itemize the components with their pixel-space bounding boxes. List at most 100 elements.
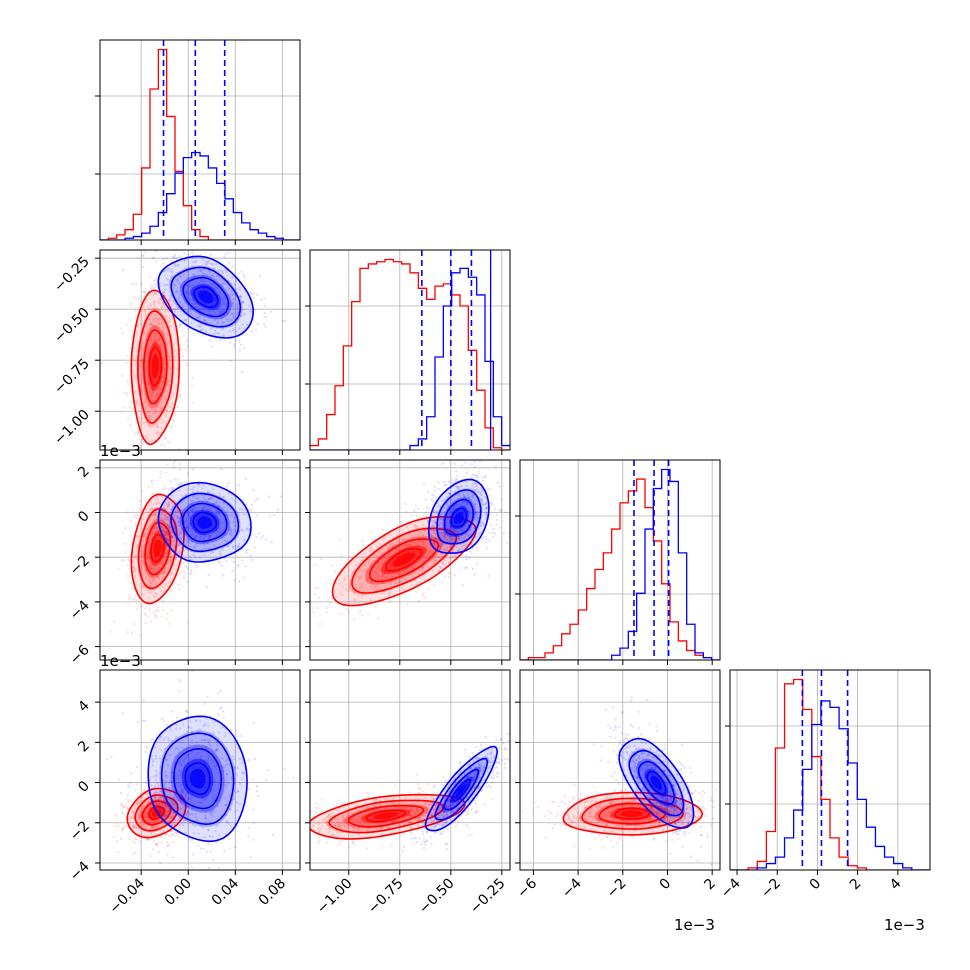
xtick-label-p1: −0.75 <box>365 876 407 918</box>
contour-red-p0-p3 <box>126 787 187 839</box>
contour-blue-p0-p1 <box>193 286 219 309</box>
ytick-label-p2: −6 <box>67 642 93 668</box>
contour-red-p1-p3 <box>310 793 466 840</box>
contour-blue-p2-p3 <box>628 749 685 817</box>
density-red-p0-p1 <box>151 354 160 379</box>
xtick-label-p2: −2 <box>604 876 630 902</box>
histogram-red-p2 <box>520 478 720 660</box>
histogram-blue-p2 <box>520 468 720 660</box>
contour-red-p0-p1 <box>142 329 168 405</box>
contour-blue-p0-p2 <box>170 492 240 553</box>
density-blue-p0-p3 <box>189 768 206 789</box>
contour-blue-p0-p1 <box>182 276 230 318</box>
xtick-label-p2: 0 <box>657 876 675 894</box>
contour-blue-p2-p3 <box>618 737 695 829</box>
ytick-label-p2: −2 <box>67 553 93 579</box>
ytick-label-p3: 0 <box>75 778 93 796</box>
contour-red-p0-p1 <box>148 346 163 387</box>
contour-blue-p0-p1 <box>170 266 242 328</box>
contour-red-p1-p3 <box>328 799 445 834</box>
panel-frame-11 <box>309 249 511 451</box>
panel-frame-00 <box>99 39 301 241</box>
contour-blue-p1-p3 <box>434 757 489 821</box>
contour-red-p1-p2 <box>331 516 477 607</box>
panel-p2-p3 <box>521 696 718 866</box>
contour-red-p0-p1 <box>137 310 174 424</box>
panel-frame-32 <box>519 669 721 871</box>
xtick-label-p3: −2 <box>758 876 784 902</box>
contour-blue-p0-p2 <box>157 481 252 563</box>
panel-p0-p3 <box>106 670 295 870</box>
ytick-label-p2: 0 <box>75 508 93 526</box>
histogram-blue-p1 <box>310 267 510 450</box>
contour-blue-p2-p3 <box>637 760 675 806</box>
contour-blue-p1-p3 <box>443 768 480 811</box>
offset-label-x-col3: 1e−3 <box>884 916 925 934</box>
xtick-label-p0: −0.04 <box>106 875 148 917</box>
panel-frame-10 <box>99 249 301 451</box>
contour-red-p2-p3 <box>598 802 667 825</box>
contour-blue-p1-p3 <box>451 778 471 802</box>
grid-11 <box>310 250 510 450</box>
ytick-label-p3: 4 <box>75 698 93 716</box>
density-blue-p2-p3 <box>650 775 663 790</box>
offset-label-y-row2: 1e−3 <box>100 652 141 670</box>
ytick-label-p1: −0.50 <box>51 305 93 347</box>
histogram-p3 <box>730 670 930 870</box>
panel-p0-p2 <box>109 460 282 637</box>
xtick-label-p3: 4 <box>887 875 905 893</box>
histogram-p0 <box>100 40 300 240</box>
contour-red-p1-p3 <box>365 809 407 823</box>
panel-frame-30 <box>99 669 301 871</box>
contour-red-p2-p3 <box>613 807 651 820</box>
panel-p1-p2 <box>311 460 510 626</box>
xtick-label-p0: 0.04 <box>209 875 242 908</box>
contour-red-p1-p2 <box>368 538 440 583</box>
density-red-p0-p2 <box>153 539 162 558</box>
grid-22 <box>520 460 720 660</box>
offset-label-x-col2: 1e−3 <box>674 916 715 934</box>
contour-blue-p1-p2 <box>450 507 468 528</box>
panel-frame-31 <box>309 669 511 871</box>
contour-blue-p0-p1 <box>157 255 255 339</box>
contour-blue-p1-p2 <box>427 478 490 554</box>
xtick-label-p2: −6 <box>514 875 540 901</box>
ytick-label-p1: −0.25 <box>51 254 93 296</box>
offset-label-y-row1: 1e−3 <box>100 442 141 460</box>
ytick-label-p2: −4 <box>67 597 93 623</box>
grid-32 <box>520 670 720 870</box>
panel-frame-21 <box>309 459 511 661</box>
grid-00 <box>100 40 300 240</box>
density-blue-p1-p2 <box>454 511 464 524</box>
xtick-label-p1: −0.50 <box>416 876 458 918</box>
histogram-red-p0 <box>100 48 300 240</box>
density-red-p1-p2 <box>392 552 416 567</box>
contour-blue-p2-p3 <box>646 770 667 795</box>
contour-blue-p0-p3 <box>160 732 235 826</box>
density-red-p2-p3 <box>620 810 643 818</box>
contour-blue-p0-p2 <box>181 502 228 543</box>
xtick-label-p1: −1.00 <box>314 876 356 918</box>
ytick-label-p1: −1.00 <box>51 407 93 449</box>
ytick-label-p2: 2 <box>75 463 93 481</box>
xtick-label-p0: 0.08 <box>256 876 289 909</box>
contour-red-p0-p3 <box>148 805 165 820</box>
xtick-label-p3: −4 <box>718 875 744 901</box>
contour-blue-p0-p2 <box>192 511 218 534</box>
contour-blue-p0-p3 <box>184 762 211 795</box>
xtick-label-p2: 2 <box>701 876 719 894</box>
histogram-red-p3 <box>730 678 930 870</box>
contour-red-p0-p3 <box>134 794 179 832</box>
contour-blue-p1-p2 <box>436 489 482 545</box>
grid-33 <box>730 670 930 870</box>
ytick-label-p1: −0.75 <box>51 356 93 398</box>
xtick-label-p0: 0.00 <box>162 876 195 909</box>
density-blue-p1-p3 <box>455 783 467 797</box>
contour-red-p2-p3 <box>581 797 684 830</box>
contour-red-p1-p2 <box>385 548 423 572</box>
xtick-label-p3: 2 <box>847 876 865 894</box>
ytick-label-p3: −4 <box>67 858 93 884</box>
contour-blue-p0-p3 <box>147 715 248 843</box>
histogram-red-p1 <box>310 258 510 450</box>
